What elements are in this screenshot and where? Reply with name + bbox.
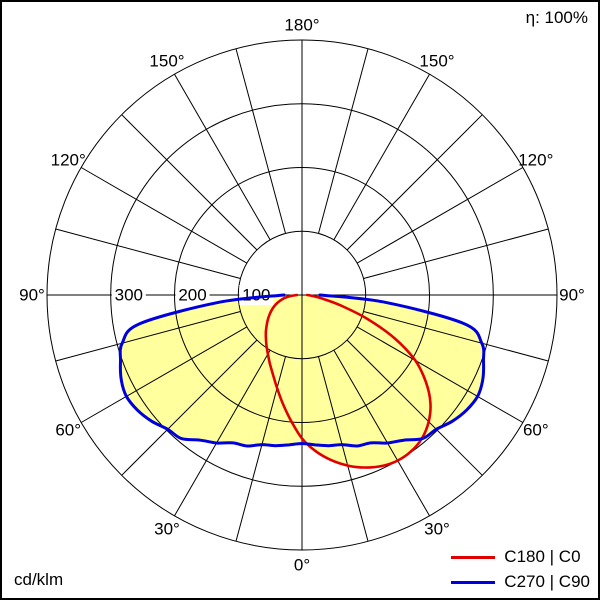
grid-spoke xyxy=(346,114,483,251)
radial-tick-bg xyxy=(239,285,274,305)
radial-tick-label: 300 xyxy=(115,286,143,305)
angle-label-120: 120° xyxy=(51,151,86,170)
grid-spoke xyxy=(333,73,430,241)
angle-label-150: 150° xyxy=(419,52,454,71)
legend-label-c90: C270 | C90 xyxy=(504,572,590,591)
legend: C180 | C0 C270 | C90 xyxy=(451,547,590,592)
grid-spoke xyxy=(333,349,430,517)
grid-spoke xyxy=(363,311,549,362)
radial-tick-label: 100 xyxy=(242,286,270,305)
grid-spoke xyxy=(174,73,271,241)
grid-spoke xyxy=(356,167,524,264)
angle-label-60: 60° xyxy=(523,421,549,440)
angle-label-30: 30° xyxy=(424,519,450,538)
angle-label-90: 90° xyxy=(19,286,45,305)
angle-label-120: 120° xyxy=(518,151,553,170)
curve-C270-C90 xyxy=(118,293,486,448)
curve-C180-C0 xyxy=(264,293,432,469)
grid-spoke xyxy=(318,48,369,234)
grid-spoke xyxy=(318,356,369,542)
angle-label-150: 150° xyxy=(149,52,184,71)
grid-spoke xyxy=(174,349,271,517)
angle-label-90: 90° xyxy=(559,286,585,305)
legend-line-blue-icon xyxy=(451,580,496,584)
angle-label-30: 30° xyxy=(154,519,180,538)
angle-label-180: 180° xyxy=(284,16,319,35)
grid-spoke xyxy=(80,167,248,264)
grid-spoke xyxy=(55,228,241,279)
legend-label-c0: C180 | C0 xyxy=(504,547,581,566)
grid-spoke xyxy=(363,228,549,279)
angle-label-0: 0° xyxy=(294,556,310,575)
efficiency-label: η: 100% xyxy=(525,8,588,27)
legend-line-red-icon xyxy=(451,555,496,559)
angle-label-60: 60° xyxy=(55,421,81,440)
legend-item-c0: C180 | C0 xyxy=(451,547,590,567)
grid-spoke xyxy=(121,114,258,251)
grid-spoke xyxy=(356,326,524,423)
grid-spoke xyxy=(235,48,286,234)
radial-tick-label: 200 xyxy=(178,286,206,305)
legend-item-c90: C270 | C90 xyxy=(451,572,590,592)
unit-label: cd/klm xyxy=(14,570,64,589)
radial-tick-bg xyxy=(175,285,210,305)
grid-spoke xyxy=(121,339,258,476)
grid-spoke xyxy=(55,311,241,362)
grid-spoke xyxy=(346,339,483,476)
grid-spoke xyxy=(80,326,248,423)
radial-tick-bg xyxy=(111,285,146,305)
